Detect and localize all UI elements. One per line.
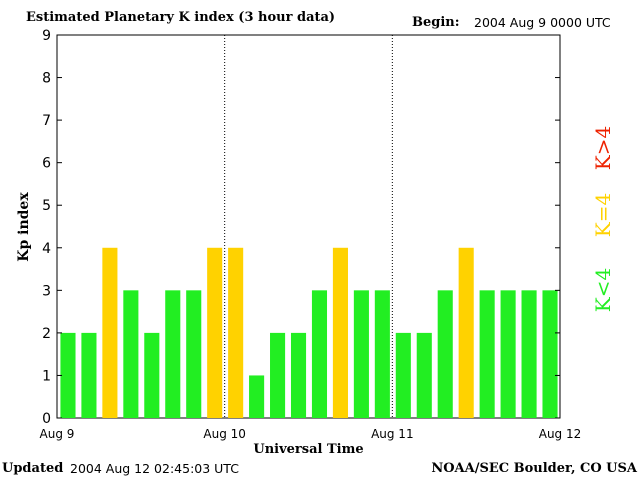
x-tick-label: Aug 10: [203, 427, 246, 441]
credit-label: NOAA/SEC Boulder, CO USA: [431, 461, 637, 476]
kp-bar: [437, 290, 453, 418]
y-tick-label: 5: [42, 198, 51, 214]
kp-bar: [102, 247, 118, 418]
kp-bar: [290, 332, 307, 418]
kp-bar: [249, 375, 265, 418]
y-axis-title: Kp index: [16, 192, 32, 262]
kp-bar: [395, 332, 411, 418]
begin-label: Begin:: [412, 15, 460, 30]
kp-bar: [123, 290, 139, 418]
y-tick-label: 6: [42, 156, 51, 172]
updated-value: 2004 Aug 12 02:45:03 UTC: [70, 461, 239, 476]
kp-bar: [144, 332, 160, 418]
x-tick-label: Aug 9: [40, 427, 75, 441]
kp-bar: [479, 290, 495, 418]
plot-frame: [56, 34, 561, 419]
y-tick-label: 4: [42, 241, 51, 257]
x-axis-title: Universal Time: [253, 442, 363, 457]
kp-bar: [228, 247, 244, 418]
kp-bar: [353, 290, 369, 418]
legend-entry: K<4: [591, 268, 615, 312]
kp-bar: [332, 247, 348, 418]
kp-bar: [186, 290, 202, 418]
legend-entry: K=4: [591, 193, 615, 237]
updated-label: Updated: [2, 461, 64, 476]
kp-bar: [60, 332, 76, 418]
y-tick-label: 9: [42, 28, 51, 44]
y-tick-label: 7: [42, 113, 51, 129]
begin-value: 2004 Aug 9 0000 UTC: [474, 15, 611, 30]
kp-bar: [311, 290, 328, 418]
kp-bar: [207, 247, 223, 418]
legend-entry: K>4: [591, 126, 615, 170]
y-tick-label: 8: [42, 71, 51, 87]
chart-title: Estimated Planetary K index (3 hour data…: [26, 10, 336, 25]
kp-bar: [542, 290, 558, 418]
kp-bar: [458, 247, 474, 418]
kp-bar: [165, 290, 181, 418]
kp-bar: [374, 290, 390, 418]
x-tick-label: Aug 12: [539, 427, 582, 441]
kp-bar: [416, 332, 432, 418]
kp-bar: [270, 332, 286, 418]
y-tick-label: 1: [42, 368, 51, 384]
x-tick-label: Aug 11: [371, 427, 414, 441]
y-tick-label: 2: [42, 326, 51, 342]
y-tick-label: 0: [42, 411, 51, 427]
kp-bar: [81, 332, 97, 418]
kp-bar: [521, 290, 537, 418]
kp-bar: [500, 290, 516, 418]
y-tick-label: 3: [42, 283, 51, 299]
